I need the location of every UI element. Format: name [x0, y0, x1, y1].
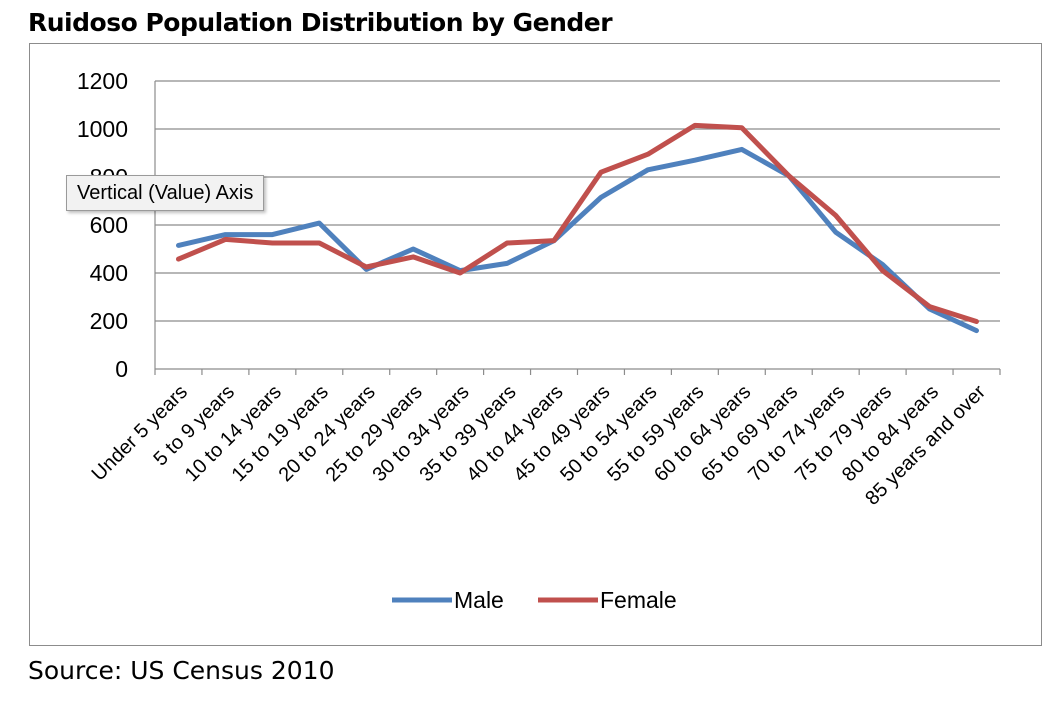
- gridlines: [155, 80, 1000, 322]
- legend-label-female: Female: [600, 587, 677, 613]
- y-tick-label: 0: [115, 356, 128, 382]
- source-note: Source: US Census 2010: [28, 656, 335, 685]
- y-tick-label: 1000: [77, 116, 128, 142]
- y-tick-label: 200: [90, 308, 128, 334]
- series-lines: [176, 122, 979, 334]
- axis-tooltip: Vertical (Value) Axis: [66, 175, 265, 211]
- y-tick-label: 600: [90, 212, 128, 238]
- chart-area[interactable]: [29, 43, 1042, 646]
- legend: Male Female: [392, 587, 677, 613]
- legend-label-male: Male: [454, 587, 504, 613]
- chart-title: Ruidoso Population Distribution by Gende…: [28, 8, 613, 37]
- axes: [154, 81, 1001, 375]
- y-tick-label: 400: [90, 260, 128, 286]
- series-line-male: [176, 146, 979, 334]
- y-tick-label: 1200: [77, 68, 128, 94]
- series-line-female: [176, 122, 979, 324]
- y-axis-tick-labels: 020040060080010001200: [77, 68, 128, 382]
